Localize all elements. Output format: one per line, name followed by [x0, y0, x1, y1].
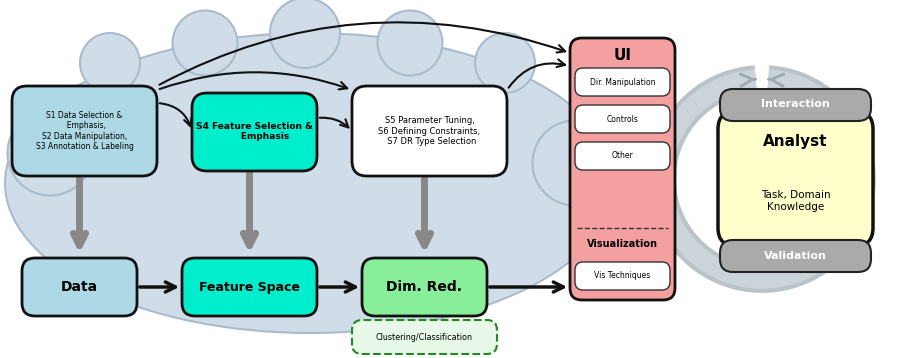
- Ellipse shape: [173, 10, 238, 76]
- Text: S5 Parameter Tuning,
S6 Defining Constraints,
  S7 DR Type Selection: S5 Parameter Tuning, S6 Defining Constra…: [378, 116, 481, 146]
- Text: Dim. Red.: Dim. Red.: [386, 280, 463, 294]
- Text: Dir. Manipulation: Dir. Manipulation: [590, 77, 655, 87]
- FancyBboxPatch shape: [575, 68, 670, 96]
- Ellipse shape: [7, 111, 93, 195]
- Text: Clustering/Classification: Clustering/Classification: [376, 333, 473, 342]
- FancyBboxPatch shape: [718, 111, 873, 246]
- Text: Visualization: Visualization: [587, 239, 658, 249]
- Ellipse shape: [377, 10, 443, 76]
- Text: Data: Data: [61, 280, 98, 294]
- Ellipse shape: [5, 33, 615, 333]
- Text: Validation: Validation: [764, 251, 827, 261]
- Ellipse shape: [475, 33, 535, 93]
- Text: Vis Techniques: Vis Techniques: [594, 271, 651, 281]
- FancyBboxPatch shape: [362, 258, 487, 316]
- Text: S1 Data Selection &
  Emphasis,
S2 Data Manipulation,
S3 Annotation & Labeling: S1 Data Selection & Emphasis, S2 Data Ma…: [36, 111, 133, 151]
- Ellipse shape: [270, 0, 340, 68]
- Text: S4 Feature Selection &
       Emphasis: S4 Feature Selection & Emphasis: [196, 122, 313, 141]
- FancyBboxPatch shape: [352, 320, 497, 354]
- FancyBboxPatch shape: [22, 258, 137, 316]
- FancyBboxPatch shape: [575, 105, 670, 133]
- FancyBboxPatch shape: [12, 86, 157, 176]
- Text: Controls: Controls: [607, 115, 638, 124]
- FancyBboxPatch shape: [720, 89, 871, 121]
- Text: Feature Space: Feature Space: [199, 281, 300, 294]
- Ellipse shape: [533, 121, 617, 205]
- FancyBboxPatch shape: [352, 86, 507, 176]
- Text: Other: Other: [612, 151, 634, 160]
- FancyBboxPatch shape: [182, 258, 317, 316]
- FancyBboxPatch shape: [575, 142, 670, 170]
- Text: Interaction: Interaction: [761, 99, 830, 109]
- Text: Task, Domain
Knowledge: Task, Domain Knowledge: [760, 190, 831, 212]
- FancyBboxPatch shape: [575, 262, 670, 290]
- FancyBboxPatch shape: [720, 240, 871, 272]
- Text: UI: UI: [614, 48, 632, 63]
- FancyBboxPatch shape: [570, 38, 675, 300]
- Text: Analyst: Analyst: [763, 134, 828, 149]
- Ellipse shape: [80, 33, 140, 93]
- FancyBboxPatch shape: [192, 93, 317, 171]
